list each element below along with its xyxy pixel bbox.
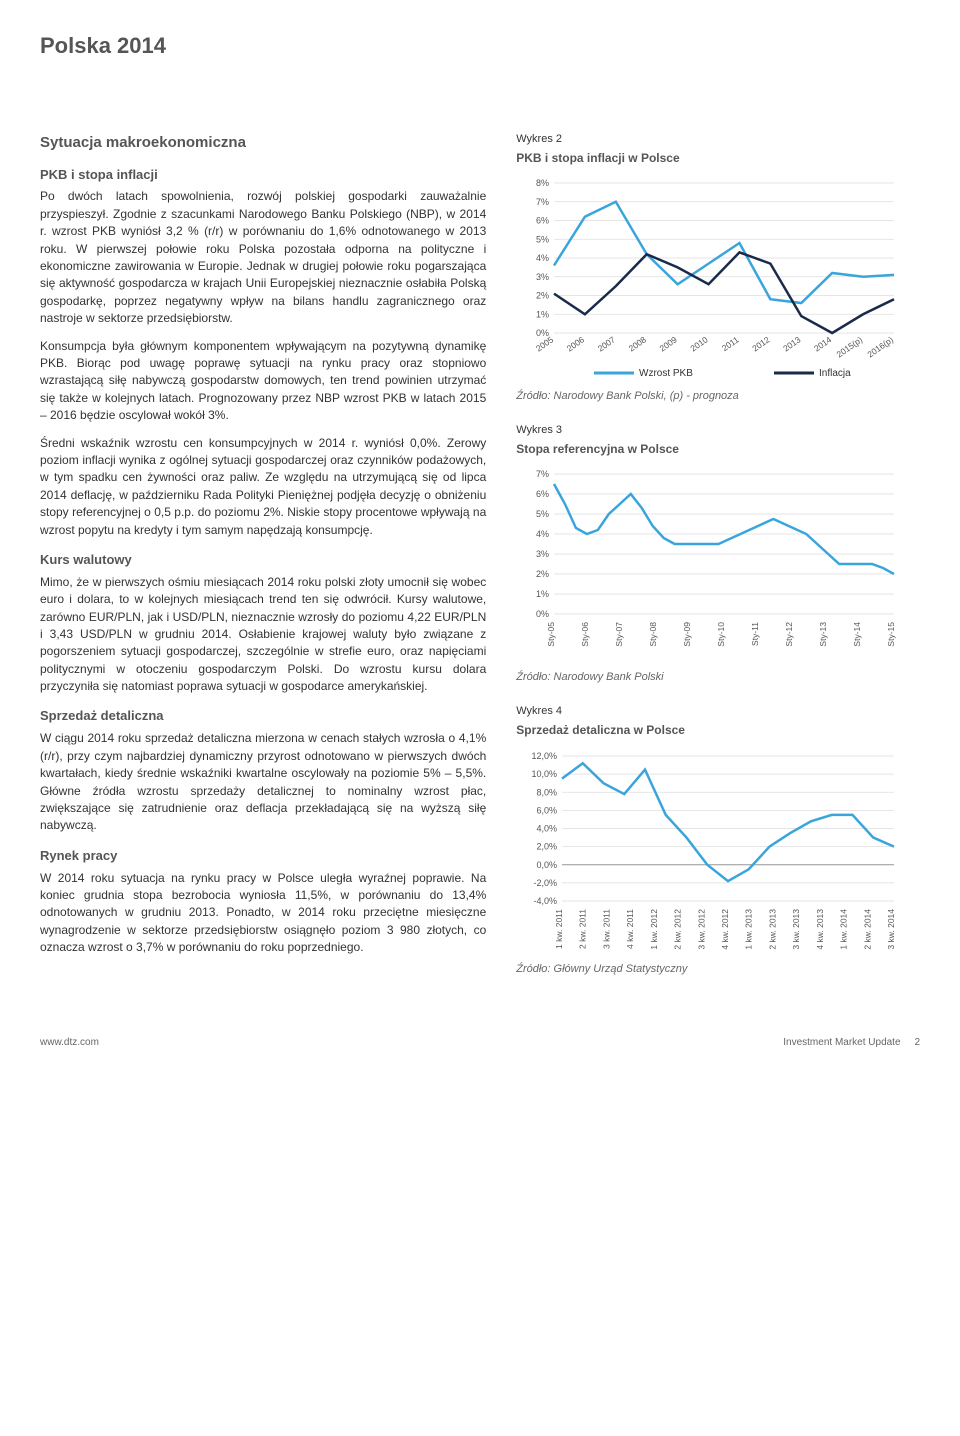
svg-text:Sty-06: Sty-06 [580, 622, 590, 647]
paragraph-6: W 2014 roku sytuacja na rynku pracy w Po… [40, 870, 486, 957]
paragraph-1: Po dwóch latach spowolnienia, rozwój pol… [40, 188, 486, 327]
svg-text:Sty-14: Sty-14 [852, 622, 862, 647]
footer-left: www.dtz.com [40, 1036, 99, 1051]
svg-text:Inflacja: Inflacja [819, 368, 851, 379]
chart2-label: Wykres 2 [516, 132, 920, 148]
svg-text:2012: 2012 [751, 335, 772, 354]
svg-text:2 kw. 2011: 2 kw. 2011 [578, 908, 588, 948]
svg-text:Wzrost PKB: Wzrost PKB [639, 368, 693, 379]
chart3-box: 0% 1% 2% 3% 4% 5% 6% 7% Sty-05 Sty-06 Sty-07 Sty-08… [516, 464, 920, 664]
chart3-label: Wykres 3 [516, 423, 920, 439]
svg-text:3%: 3% [536, 272, 549, 282]
svg-text:3 kw. 2011: 3 kw. 2011 [602, 908, 612, 948]
chart4-source: Źródło: Główny Urząd Statystyczny [516, 962, 920, 978]
chart4-label: Wykres 4 [516, 704, 920, 720]
chart2-source: Źródło: Narodowy Bank Polski, (p) - prog… [516, 389, 920, 405]
svg-text:1 kw. 2012: 1 kw. 2012 [649, 908, 659, 949]
heading-pkb: PKB i stopa inflacji [40, 166, 486, 185]
footer-right: Investment Market Update [783, 1037, 900, 1048]
svg-text:0%: 0% [536, 609, 549, 619]
svg-text:Sty-15: Sty-15 [886, 622, 896, 647]
chart2-box: 0%1%2%3%4%5%6%7%8%2005200620072008200920… [516, 173, 920, 383]
chart3-title: Stopa referencyjna w Polsce [516, 441, 920, 458]
svg-text:6%: 6% [536, 216, 549, 226]
two-column-layout: Sytuacja makroekonomiczna PKB i stopa in… [40, 132, 920, 996]
svg-text:2010: 2010 [689, 335, 710, 354]
svg-text:5%: 5% [536, 234, 549, 244]
svg-text:1%: 1% [536, 309, 549, 319]
svg-text:3 kw. 2012: 3 kw. 2012 [697, 908, 707, 949]
svg-text:10,0%: 10,0% [532, 769, 558, 779]
svg-text:4%: 4% [536, 529, 549, 539]
chart4-box: -4,0% -2,0% 0,0% 2,0% 4,0% 6,0% 8,0% 10,0% 12,0%… [516, 746, 920, 956]
svg-text:3 kw. 2013: 3 kw. 2013 [791, 908, 801, 949]
right-column: Wykres 2 PKB i stopa inflacji w Polsce 0… [516, 132, 920, 996]
chart3-svg: 0% 1% 2% 3% 4% 5% 6% 7% Sty-05 Sty-06 Sty-07 Sty-08… [516, 464, 916, 664]
heading-rynek: Rynek pracy [40, 847, 486, 866]
page-title: Polska 2014 [40, 30, 920, 62]
svg-text:Sty-12: Sty-12 [784, 622, 794, 647]
svg-text:0,0%: 0,0% [537, 860, 558, 870]
svg-text:2 kw. 2012: 2 kw. 2012 [673, 908, 683, 949]
heading-kurs: Kurs walutowy [40, 551, 486, 570]
svg-text:Sty-09: Sty-09 [682, 622, 692, 647]
svg-text:2007: 2007 [596, 335, 617, 354]
svg-text:2006: 2006 [565, 335, 586, 354]
left-column: Sytuacja makroekonomiczna PKB i stopa in… [40, 132, 486, 996]
paragraph-2: Konsumpcja była głównym komponentem wpły… [40, 338, 486, 425]
svg-text:8%: 8% [536, 178, 549, 188]
svg-text:2015(p): 2015(p) [835, 335, 865, 360]
svg-text:12,0%: 12,0% [532, 751, 558, 761]
footer: www.dtz.com Investment Market Update 2 [40, 1036, 920, 1051]
svg-text:8,0%: 8,0% [537, 787, 558, 797]
paragraph-5: W ciągu 2014 roku sprzedaż detaliczna mi… [40, 730, 486, 834]
svg-text:2014: 2014 [812, 335, 833, 354]
svg-text:6%: 6% [536, 489, 549, 499]
svg-text:Sty-10: Sty-10 [716, 622, 726, 647]
svg-text:7%: 7% [536, 197, 549, 207]
svg-text:4%: 4% [536, 253, 549, 263]
chart3-source: Źródło: Narodowy Bank Polski [516, 670, 920, 686]
svg-text:Sty-07: Sty-07 [614, 622, 624, 647]
paragraph-4: Mimo, że w pierwszych ośmiu miesiącach 2… [40, 574, 486, 696]
svg-text:4 kw. 2012: 4 kw. 2012 [720, 908, 730, 949]
svg-text:Sty-13: Sty-13 [818, 622, 828, 647]
svg-text:Sty-11: Sty-11 [750, 622, 760, 646]
svg-text:1 kw. 2013: 1 kw. 2013 [744, 908, 754, 949]
svg-text:2016(p): 2016(p) [866, 335, 896, 360]
chart4-title: Sprzedaż detaliczna w Polsce [516, 722, 920, 739]
svg-text:2013: 2013 [781, 335, 802, 354]
heading-macro: Sytuacja makroekonomiczna [40, 132, 486, 154]
svg-text:1%: 1% [536, 589, 549, 599]
chart4-svg: -4,0% -2,0% 0,0% 2,0% 4,0% 6,0% 8,0% 10,0% 12,0%… [516, 746, 916, 956]
svg-text:-4,0%: -4,0% [534, 896, 558, 906]
svg-text:2011: 2011 [720, 335, 741, 354]
svg-text:1 kw. 2011: 1 kw. 2011 [554, 908, 564, 948]
svg-text:3 kw. 2014: 3 kw. 2014 [886, 908, 896, 949]
svg-text:Sty-05: Sty-05 [546, 622, 556, 647]
svg-text:4 kw. 2011: 4 kw. 2011 [625, 908, 635, 948]
svg-text:Sty-08: Sty-08 [648, 622, 658, 647]
svg-text:2009: 2009 [658, 335, 679, 354]
svg-text:2 kw. 2013: 2 kw. 2013 [768, 908, 778, 949]
paragraph-3: Średni wskaźnik wzrostu cen konsumpcyjny… [40, 435, 486, 539]
svg-text:2 kw. 2014: 2 kw. 2014 [863, 908, 873, 949]
svg-text:2%: 2% [536, 569, 549, 579]
svg-text:2008: 2008 [627, 335, 648, 354]
svg-text:1 kw. 2014: 1 kw. 2014 [839, 908, 849, 949]
heading-sprzedaz: Sprzedaż detaliczna [40, 707, 486, 726]
svg-text:2%: 2% [536, 291, 549, 301]
chart2-svg: 0%1%2%3%4%5%6%7%8%2005200620072008200920… [516, 173, 916, 383]
chart2-title: PKB i stopa inflacji w Polsce [516, 150, 920, 167]
svg-text:7%: 7% [536, 469, 549, 479]
svg-text:-2,0%: -2,0% [534, 878, 558, 888]
svg-text:4 kw. 2013: 4 kw. 2013 [815, 908, 825, 949]
svg-text:4,0%: 4,0% [537, 823, 558, 833]
svg-text:6,0%: 6,0% [537, 805, 558, 815]
svg-text:2,0%: 2,0% [537, 841, 558, 851]
svg-text:5%: 5% [536, 509, 549, 519]
svg-text:3%: 3% [536, 549, 549, 559]
footer-page: 2 [914, 1037, 920, 1048]
